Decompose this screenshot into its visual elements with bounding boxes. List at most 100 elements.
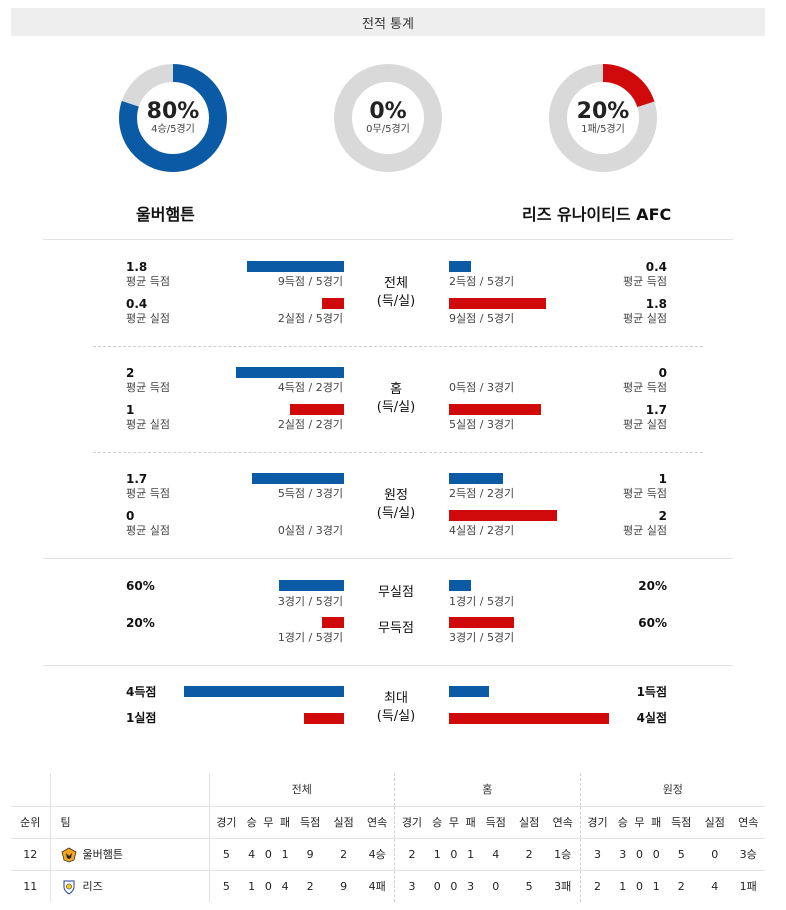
column-header-total-0: 경기: [208, 806, 244, 838]
away-avg-conceded: 1.8: [645, 297, 667, 311]
stat-cell-away: 1: [619, 879, 627, 893]
away-clean-sheet-pct: 20%: [638, 579, 667, 593]
column-header-total-6: 연속: [367, 816, 388, 829]
stat-cell-away: 1: [652, 879, 660, 893]
away-conceded-bar: [449, 298, 546, 309]
section-max-label: 최대 (득/실): [356, 690, 436, 726]
home-scored-count: 9득점 / 5경기: [277, 275, 343, 288]
divider: [93, 346, 703, 347]
loss-rate-value: 20%: [576, 99, 630, 124]
away-scored-bar: [449, 473, 503, 484]
stat-cell-home: 0: [450, 879, 458, 893]
away-clean-sheet-bar: [449, 580, 471, 591]
avg-conceded-label: 평균 실점: [126, 524, 170, 537]
team-cell[interactable]: 울버햄튼: [49, 838, 209, 870]
stat-cell-total: 4패: [368, 880, 386, 894]
avg-conceded-label: 평균 실점: [126, 312, 170, 325]
stat-cell-home: 2: [525, 847, 533, 861]
draw-rate-sub: 0무/5경기: [366, 124, 410, 135]
stat-cell-total: 0: [264, 847, 272, 861]
column-header-away-6: 연속: [738, 816, 759, 829]
stat-cell-home: 1: [433, 847, 441, 861]
stat-cell-home: 3: [394, 870, 429, 902]
avg-scored-label: 평균 득점: [126, 275, 170, 288]
home-conceded-bar: [322, 298, 344, 309]
avg-conceded-label: 평균 실점: [623, 418, 667, 431]
stat-cell-away: 0: [711, 847, 719, 861]
table-row[interactable]: 11 리즈 5 1 0 4 2 9 4패 3 0 0 3 0 5 3패 2 1 0 1 2 4 1패: [11, 870, 765, 902]
team-name: 리즈: [82, 879, 103, 893]
section-title-line1: 원정: [384, 488, 408, 503]
stat-cell-total: 4승: [368, 848, 386, 861]
column-header-home-4: 득점: [485, 816, 506, 829]
stat-cell-total: 9: [340, 879, 348, 893]
home-avg-conceded: 0: [126, 509, 135, 523]
column-header-away-5: 실점: [704, 816, 725, 829]
stat-cell-away: 2: [677, 879, 685, 893]
standings-column-header-row: 순위 팀 경기 승 무 패 득점 실점 연속 경기 승 무 패 득점 실점 연속 경기 승 무 패 득점 실점 연속: [11, 806, 765, 838]
stat-cell-home: 5: [525, 879, 533, 893]
stat-cell-home: 2: [394, 838, 429, 870]
away-scored-count: 2득점 / 5경기: [449, 275, 515, 288]
column-header-home-0: 경기: [394, 806, 429, 838]
away-scored-count: 0득점 / 3경기: [449, 381, 515, 394]
group-header-home: 홈: [394, 773, 581, 806]
column-header-total-5: 실점: [333, 816, 354, 829]
stat-cell-away: 0: [635, 879, 643, 893]
away-avg-scored: 1: [658, 472, 667, 486]
home-conceded-count: 2실점 / 2경기: [277, 418, 343, 431]
home-avg-scored: 2: [126, 366, 135, 380]
home-max-conceded-bar: [304, 713, 344, 724]
stat-cell-home: 0: [433, 879, 441, 893]
section-title-line2: (득/실): [376, 400, 416, 415]
section-header: 전적 통계: [11, 8, 765, 36]
stat-cell-away: 5: [677, 847, 685, 861]
stat-cell-total: 4: [248, 847, 256, 861]
win-rate-sub: 4승/5경기: [151, 124, 195, 135]
standings-group-header-row: 전체 홈 원정: [11, 773, 765, 806]
stat-cell-away: 1패: [739, 880, 757, 894]
home-conceded-count: 0실점 / 3경기: [277, 524, 343, 537]
column-header-home-1: 승: [432, 816, 443, 829]
stat-cell-total: 2: [306, 879, 314, 893]
stat-cell-total: 9: [306, 847, 314, 861]
home-no-score-bar: [322, 617, 344, 628]
section-title-line2: (득/실): [376, 709, 416, 724]
divider: [93, 452, 703, 453]
section-away-label: 원정 (득/실): [356, 487, 436, 523]
donut-arc: [119, 64, 227, 172]
divider: [43, 558, 733, 559]
stat-cell-home: 0: [450, 847, 458, 861]
divider: [43, 665, 733, 666]
stat-cell-total: 5: [208, 838, 244, 870]
stat-cell-away: 0: [635, 847, 643, 861]
home-no-score-count: 1경기 / 5경기: [277, 631, 343, 644]
away-avg-scored: 0: [658, 366, 667, 380]
section-title-line1: 전체: [384, 276, 408, 291]
away-clean-sheet-count: 1경기 / 5경기: [449, 595, 515, 608]
stat-cell-total: 4: [281, 879, 289, 893]
avg-conceded-label: 평균 실점: [623, 524, 667, 537]
stat-cell-away: 3: [619, 847, 627, 861]
group-header-total: 전체: [208, 773, 395, 806]
stat-cell-home: 3: [467, 879, 475, 893]
donut-ring: [334, 64, 442, 172]
column-header-home-6: 연속: [552, 816, 573, 829]
section-title-line1: 최대: [384, 691, 408, 706]
away-conceded-bar: [449, 404, 541, 415]
no-score-label: 무득점: [378, 621, 414, 636]
stat-cell-away: 3: [579, 838, 615, 870]
home-avg-scored: 1.7: [126, 472, 148, 486]
donut-ring: [549, 64, 657, 172]
stat-cell-away: 4: [711, 879, 719, 893]
away-conceded-bar: [449, 510, 557, 521]
table-row[interactable]: 12 울버햄튼 5 4 0 1 9 2 4승 2 1 0 1 4 2 1승 3 3 0 0 5 0 3승: [11, 838, 765, 870]
stat-cell-away: 3승: [739, 848, 757, 861]
stat-cell-home: 3패: [554, 880, 572, 894]
section-total-label: 전체 (득/실): [356, 275, 436, 311]
team-cell[interactable]: 리즈: [49, 870, 209, 902]
away-scored-count: 2득점 / 2경기: [449, 487, 515, 500]
column-header-total-1: 승: [246, 816, 257, 829]
donut-arc: [549, 64, 657, 172]
column-header-total-3: 패: [280, 816, 291, 829]
